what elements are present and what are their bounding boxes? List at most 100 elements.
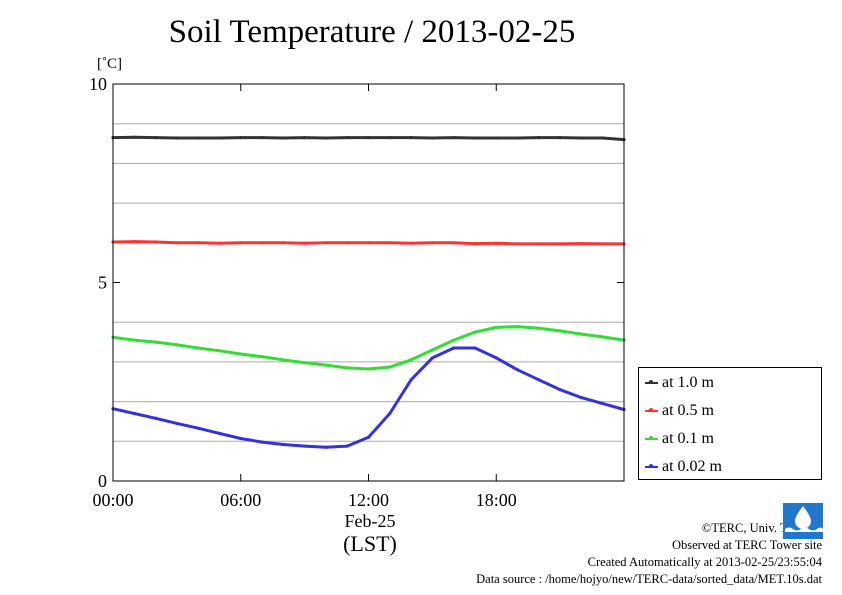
series-2-point-5: [217, 349, 222, 353]
series-0-point-3: [175, 136, 179, 140]
series-0-point-9: [303, 135, 307, 140]
series-3-point-8: [281, 442, 285, 447]
series-3-point-12: [366, 435, 371, 439]
series-2-point-1: [132, 338, 136, 342]
legend-label-1: at 0.5 m: [662, 402, 714, 419]
series-1-point-10: [324, 241, 328, 245]
legend-swatch-2: [645, 436, 658, 440]
y-tick-label-10: 10: [89, 74, 107, 94]
series-2-point-21: [558, 329, 562, 333]
chart-title: Soil Temperature / 2013-02-25: [168, 14, 576, 50]
series-1-point-15: [430, 241, 434, 245]
series-0-point-16: [452, 135, 456, 140]
legend-swatch-1: [645, 408, 658, 412]
series-1-point-16: [452, 241, 456, 245]
tick-labels: 0 5 10 00:00 06:00 12:00 18:00: [89, 74, 517, 510]
series-1-point-19: [515, 242, 520, 246]
legend-item-3: at 0.02 m: [645, 457, 722, 477]
series-1-point-3: [175, 241, 179, 245]
series-0-point-2: [153, 135, 158, 140]
series-1-point-9: [303, 241, 307, 245]
series-2-point-17: [473, 330, 477, 334]
series-1-point-11: [345, 241, 349, 245]
series-line-2: [112, 325, 625, 371]
x-tick-label-0: 00:00: [92, 490, 133, 510]
grid-lines: [113, 123, 624, 442]
series-3-point-1: [132, 411, 136, 416]
x-tick-label-12: 12:00: [348, 490, 389, 510]
series-3-point-11: [345, 444, 349, 448]
series-2-point-8: [281, 358, 285, 362]
series-3-point-10: [324, 445, 328, 449]
series-2-point-19: [515, 324, 520, 329]
x-axis-label: (LST): [343, 531, 397, 556]
legend-item-1: at 0.5 m: [645, 401, 714, 421]
series-2-point-16: [452, 338, 456, 342]
series-2-point-20: [537, 326, 541, 330]
legend-item-2: at 0.1 m: [645, 429, 714, 449]
series-3-point-19: [515, 368, 520, 372]
series-1-point-18: [494, 241, 498, 245]
series-2-point-22: [579, 332, 584, 336]
series-1-point-8: [281, 241, 285, 245]
legend-label-3: at 0.02 m: [662, 458, 722, 475]
series-3-point-3: [175, 421, 179, 426]
series-3-point-13: [388, 411, 392, 416]
series-3-point-9: [303, 444, 307, 448]
x-tick-label-18: 18:00: [476, 490, 517, 510]
series-1-point-14: [409, 241, 413, 245]
series-2-point-7: [260, 355, 264, 359]
terc-logo: [783, 503, 823, 539]
series-1-point-6: [239, 241, 243, 245]
series-0-point-19: [515, 136, 520, 140]
series-3-point-22: [579, 396, 584, 400]
series-2-point-11: [345, 366, 349, 370]
series-0-point-6: [239, 135, 243, 140]
series-line-3: [112, 346, 625, 449]
series-2-point-13: [388, 365, 392, 369]
series-0-point-4: [196, 136, 200, 140]
series-1-point-2: [153, 240, 158, 244]
legend-swatch-0: [645, 380, 658, 384]
series-2-point-23: [601, 335, 605, 339]
series-3-point-14: [409, 378, 413, 382]
legend-swatch-3: [645, 464, 658, 468]
series-1-point-17: [473, 241, 477, 246]
series-2-point-15: [430, 348, 434, 352]
legend-item-0: at 1.0 m: [645, 373, 714, 393]
credit-source: Data source : /home/hojyo/new/TERC-data/…: [476, 572, 822, 586]
series-1-point-21: [558, 242, 562, 246]
series-0-point-12: [366, 135, 371, 140]
series-1-point-20: [537, 242, 541, 246]
series-1-point-22: [579, 241, 584, 246]
series-0-point-18: [494, 136, 498, 140]
credit-site: Observed at TERC Tower site: [671, 538, 822, 552]
series-2-point-18: [494, 325, 498, 329]
series-3-point-20: [537, 378, 541, 382]
series-3-point-18: [494, 356, 498, 360]
series-3-point-5: [217, 431, 222, 435]
legend-label-0: at 1.0 m: [662, 374, 714, 391]
series-3-point-17: [473, 346, 477, 350]
series-1-point-23: [601, 242, 605, 246]
series-2-point-3: [175, 343, 179, 347]
series-0-point-15: [430, 136, 434, 140]
series-1-point-13: [388, 241, 392, 245]
y-tick-label-5: 5: [98, 273, 107, 293]
series-0-point-17: [473, 136, 477, 140]
y-tick-label-0: 0: [98, 471, 107, 491]
series-0-point-5: [217, 136, 222, 140]
series-3-point-23: [601, 401, 605, 406]
series-3-point-21: [558, 388, 562, 392]
series-lines: [111, 135, 626, 449]
legend: at 1.0 m at 0.5 m at 0.1 m at 0.02 m: [638, 367, 822, 480]
x-tick-label-6: 06:00: [220, 490, 261, 510]
series-0-point-1: [132, 135, 136, 139]
series-1-point-5: [217, 241, 222, 245]
series-3-point-7: [260, 440, 264, 444]
series-2-point-9: [303, 361, 307, 365]
axis-ticks: [112, 83, 624, 482]
series-2-point-14: [409, 358, 413, 362]
series-3-point-2: [153, 416, 158, 420]
